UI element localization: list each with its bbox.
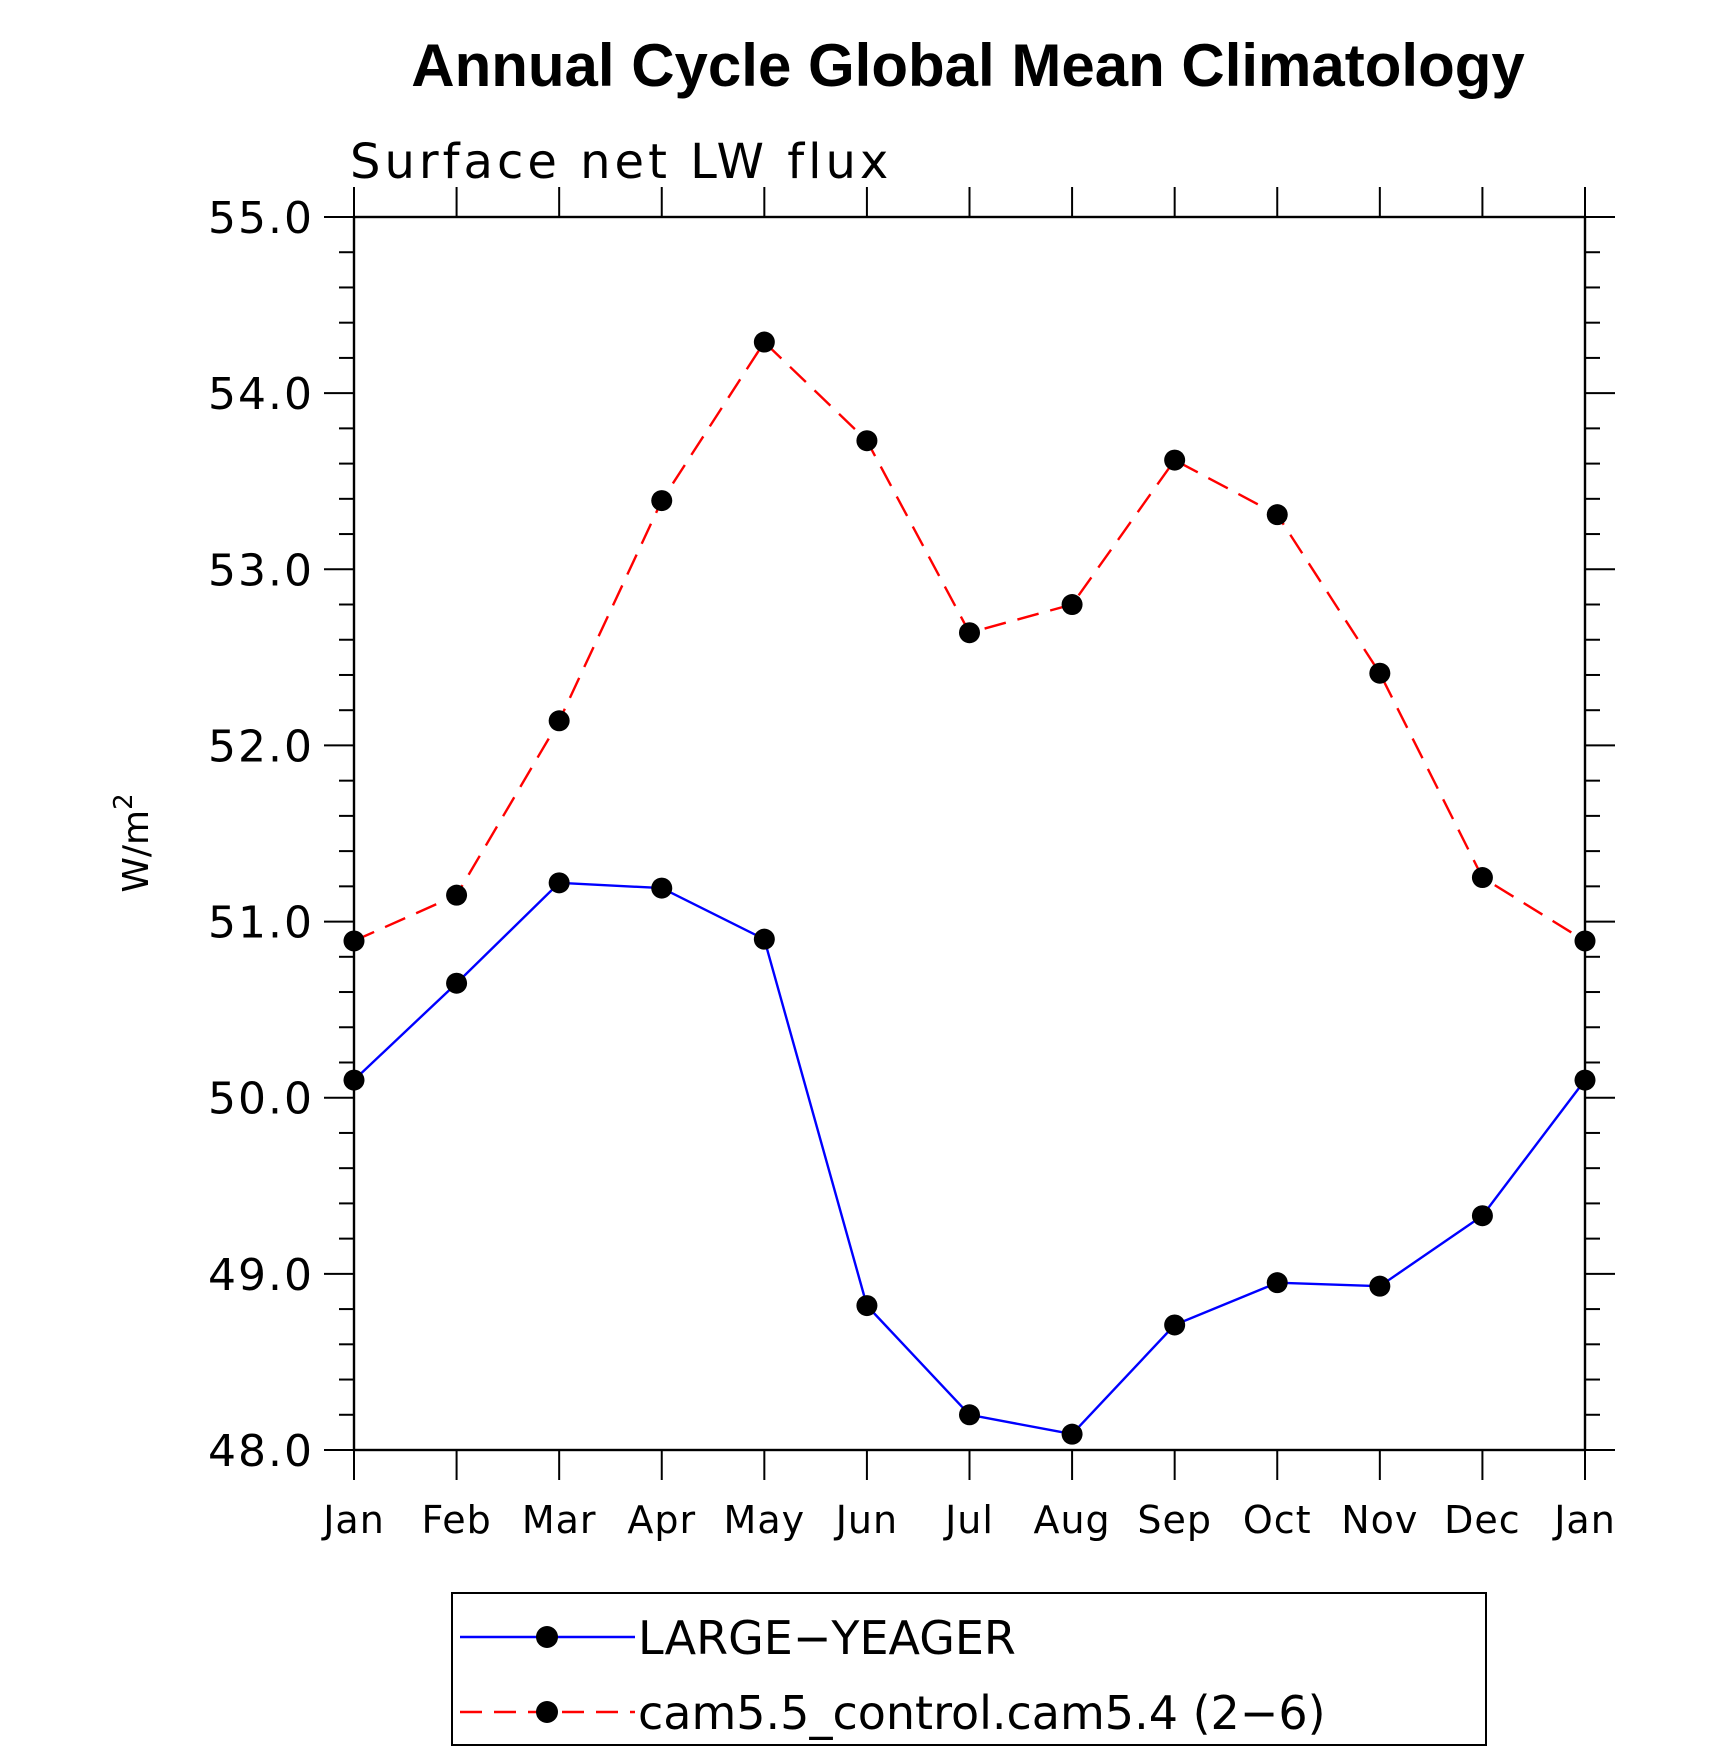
series-0-point: [343, 1069, 365, 1091]
series-1-point: [343, 930, 365, 952]
y-tick-label: 55.0: [208, 193, 314, 244]
y-axis-label: W/m2: [109, 793, 157, 892]
legend: LARGE−YEAGER cam5.5_control.cam5.4 (2−6): [451, 1592, 1487, 1746]
series-0-point: [1061, 1423, 1083, 1445]
x-tick-label: Oct: [1243, 1498, 1312, 1542]
series-1-point: [651, 490, 673, 512]
series-0-point: [1471, 1205, 1493, 1227]
x-tick-label: Mar: [522, 1498, 597, 1542]
y-tick-label: 54.0: [208, 369, 314, 420]
legend-box: [451, 1592, 1487, 1746]
series-1-point: [856, 430, 878, 452]
series-1-point: [1369, 662, 1391, 684]
chart-title: Annual Cycle Global Mean Climatology: [411, 32, 1525, 99]
series-1-point: [1061, 594, 1083, 616]
chart-subtitle: Surface net LW flux: [350, 134, 892, 190]
plot-frame: [352, 215, 1587, 1452]
x-tick-label: Nov: [1341, 1498, 1418, 1542]
legend-marker-large-yeager: [536, 1626, 558, 1648]
series-0-point: [1266, 1272, 1288, 1294]
y-tick-label: 48.0: [208, 1426, 314, 1477]
series-layer: [343, 331, 1596, 1445]
series-1-point: [753, 331, 775, 353]
series-1-point: [1574, 930, 1596, 952]
series-0-point: [446, 972, 468, 994]
y-tick-label: 52.0: [208, 721, 314, 772]
legend-label-cam55: cam5.5_control.cam5.4 (2−6): [638, 1686, 1326, 1740]
series-1-point: [1266, 504, 1288, 526]
x-tick-label: May: [724, 1498, 806, 1542]
x-tick-label: Apr: [627, 1498, 696, 1542]
x-tick-label: Jan: [321, 1498, 385, 1542]
y-tick-label: 53.0: [208, 545, 314, 596]
y-tick-label: 49.0: [208, 1250, 314, 1301]
x-tick-label: Jun: [834, 1498, 898, 1542]
plot-axes: 48.0 49.0 50.0 51.0 52.0 53.0 54.0 55.0 Jan Feb Ma…: [208, 187, 1616, 1542]
x-tick-label: Aug: [1033, 1498, 1110, 1542]
series-0-point: [651, 877, 673, 899]
y-axis-label-unit: W/m: [116, 810, 157, 893]
series-1-point: [548, 710, 570, 732]
x-tick-label: Dec: [1444, 1498, 1521, 1542]
series-1-point: [959, 622, 980, 644]
x-tick-label: Sep: [1137, 1498, 1212, 1542]
series-1-point: [1164, 449, 1186, 471]
series-0-point: [856, 1295, 878, 1317]
y-tick-label: 51.0: [208, 898, 314, 949]
series-0-point: [1164, 1314, 1186, 1336]
legend-label-large-yeager: LARGE−YEAGER: [638, 1611, 1016, 1665]
series-0-point: [1574, 1069, 1596, 1091]
x-tick-label: Feb: [421, 1498, 491, 1542]
y-tick-label: 50.0: [208, 1074, 314, 1125]
series-0-point: [548, 872, 570, 894]
series-1-point: [446, 884, 468, 906]
legend-marker-cam55: [536, 1701, 558, 1723]
series-1-point: [1471, 867, 1493, 889]
x-tick-label: Jan: [1552, 1498, 1616, 1542]
series-0-point: [753, 928, 775, 950]
series-0-point: [959, 1404, 980, 1426]
x-tick-label: Jul: [943, 1498, 994, 1542]
series-line-0: [353, 881, 1586, 1436]
series-0-point: [1369, 1275, 1391, 1297]
y-axis-label-superscript: 2: [109, 793, 139, 810]
